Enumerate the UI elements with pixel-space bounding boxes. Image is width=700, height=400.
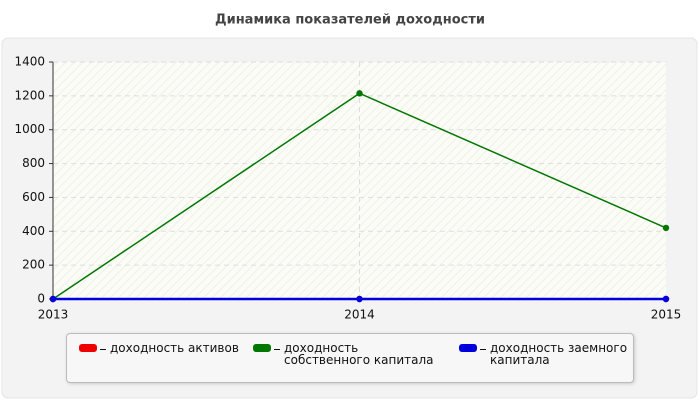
x-tick-label: 2013 — [38, 308, 69, 322]
y-tick-label: 1200 — [14, 88, 45, 102]
y-tick-label: 1400 — [14, 55, 45, 69]
y-tick-label: 600 — [22, 190, 45, 204]
y-tick-label: 0 — [37, 292, 45, 306]
x-tick-label: 2015 — [651, 308, 682, 322]
chart-title: Динамика показателей доходности — [215, 13, 485, 28]
legend-dash — [100, 349, 106, 350]
point — [356, 90, 363, 97]
legend-entry: доходность активов — [79, 342, 270, 354]
point — [662, 224, 670, 232]
legend-swatch — [79, 344, 97, 352]
legend-swatch — [459, 344, 477, 352]
y-tick-label: 200 — [22, 258, 45, 272]
point — [49, 295, 57, 303]
legend-label: доходность заемного капитала — [490, 341, 628, 367]
legend-entry: доходность собственного капитала — [253, 342, 444, 366]
x-tick-label: 2014 — [344, 308, 375, 322]
point — [662, 295, 670, 303]
point — [356, 295, 363, 303]
legend-label: доходность активов — [110, 341, 239, 355]
legend-dash — [274, 349, 280, 350]
legend-entry: доходность заемного капитала — [459, 342, 650, 366]
y-tick-label: 400 — [22, 224, 45, 238]
legend-label: доходность собственного капитала — [284, 341, 434, 367]
y-tick-label: 1000 — [14, 122, 45, 136]
legend-dash — [480, 349, 486, 350]
legend: доходность активов доходность собственног… — [66, 333, 634, 383]
legend-swatch — [253, 344, 271, 352]
y-tick-label: 800 — [22, 156, 45, 170]
